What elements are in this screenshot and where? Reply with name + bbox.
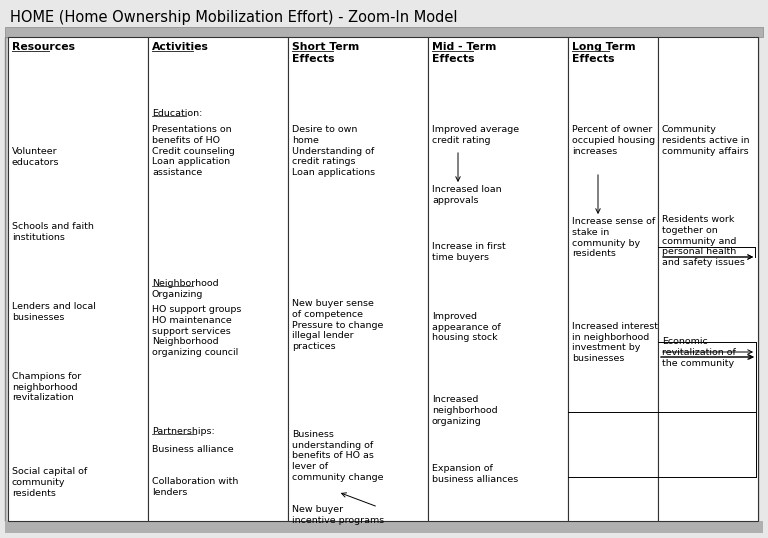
Text: Champions for
neighborhood
revitalization: Champions for neighborhood revitalizatio… (12, 372, 81, 402)
Bar (288, 37, 428, 521)
Text: Education:: Education: (152, 109, 203, 118)
Text: Residents work
together on
community and
personal health
and safety issues: Residents work together on community and… (662, 215, 745, 267)
Bar (5, 521, 763, 533)
Text: Mid - Term
Effects: Mid - Term Effects (432, 42, 496, 63)
Text: New buyer
incentive programs: New buyer incentive programs (292, 505, 384, 525)
Text: Desire to own
home
Understanding of
credit ratings
Loan applications: Desire to own home Understanding of cred… (292, 125, 375, 177)
Text: New buyer sense
of competence
Pressure to change
illegal lender
practices: New buyer sense of competence Pressure t… (292, 299, 383, 351)
Text: Partnerships:: Partnerships: (152, 427, 215, 436)
Text: Volunteer
educators: Volunteer educators (12, 147, 59, 167)
Bar (8, 37, 148, 521)
Text: Expansion of
business alliances: Expansion of business alliances (432, 464, 518, 484)
Text: Social capital of
community
residents: Social capital of community residents (12, 467, 88, 498)
Text: Percent of owner
occupied housing
increases: Percent of owner occupied housing increa… (572, 125, 655, 155)
Text: Collaboration with
lenders: Collaboration with lenders (152, 477, 238, 497)
Bar (568, 37, 658, 521)
Bar (658, 37, 758, 521)
Text: Increase sense of
stake in
community by
residents: Increase sense of stake in community by … (572, 217, 655, 258)
Text: HOME (Home Ownership Mobilization Effort) - Zoom-In Model: HOME (Home Ownership Mobilization Effort… (10, 10, 458, 25)
Text: Schools and faith
institutions: Schools and faith institutions (12, 222, 94, 242)
Text: Business
understanding of
benefits of HO as
lever of
community change: Business understanding of benefits of HO… (292, 430, 383, 482)
Text: Neighborhood
Organizing: Neighborhood Organizing (152, 279, 219, 299)
Text: Long Term
Effects: Long Term Effects (572, 42, 636, 63)
Text: Resources: Resources (12, 42, 75, 52)
Text: Lenders and local
businesses: Lenders and local businesses (12, 302, 96, 322)
Text: Activities: Activities (152, 42, 209, 52)
Text: Community
residents active in
community affairs: Community residents active in community … (662, 125, 750, 155)
Bar (428, 37, 568, 521)
Text: Improved average
credit rating: Improved average credit rating (432, 125, 519, 145)
Text: Short Term
Effects: Short Term Effects (292, 42, 359, 63)
Text: Business alliance: Business alliance (152, 445, 233, 454)
Text: Increase in first
time buyers: Increase in first time buyers (432, 242, 506, 262)
Bar (5, 27, 763, 37)
Text: Increased interest
in neighborhood
investment by
businesses: Increased interest in neighborhood inves… (572, 322, 658, 363)
Text: Improved
appearance of
housing stock: Improved appearance of housing stock (432, 312, 501, 343)
Text: Increased loan
approvals: Increased loan approvals (432, 185, 502, 205)
Bar (5, 37, 758, 521)
Bar (148, 37, 288, 521)
Text: HO support groups
HO maintenance
support services
Neighborhood
organizing counci: HO support groups HO maintenance support… (152, 305, 241, 357)
Text: Presentations on
benefits of HO
Credit counseling
Loan application
assistance: Presentations on benefits of HO Credit c… (152, 125, 235, 177)
Text: Increased
neighborhood
organizing: Increased neighborhood organizing (432, 395, 498, 426)
Text: Economic
revitalization of
the community: Economic revitalization of the community (662, 337, 736, 367)
